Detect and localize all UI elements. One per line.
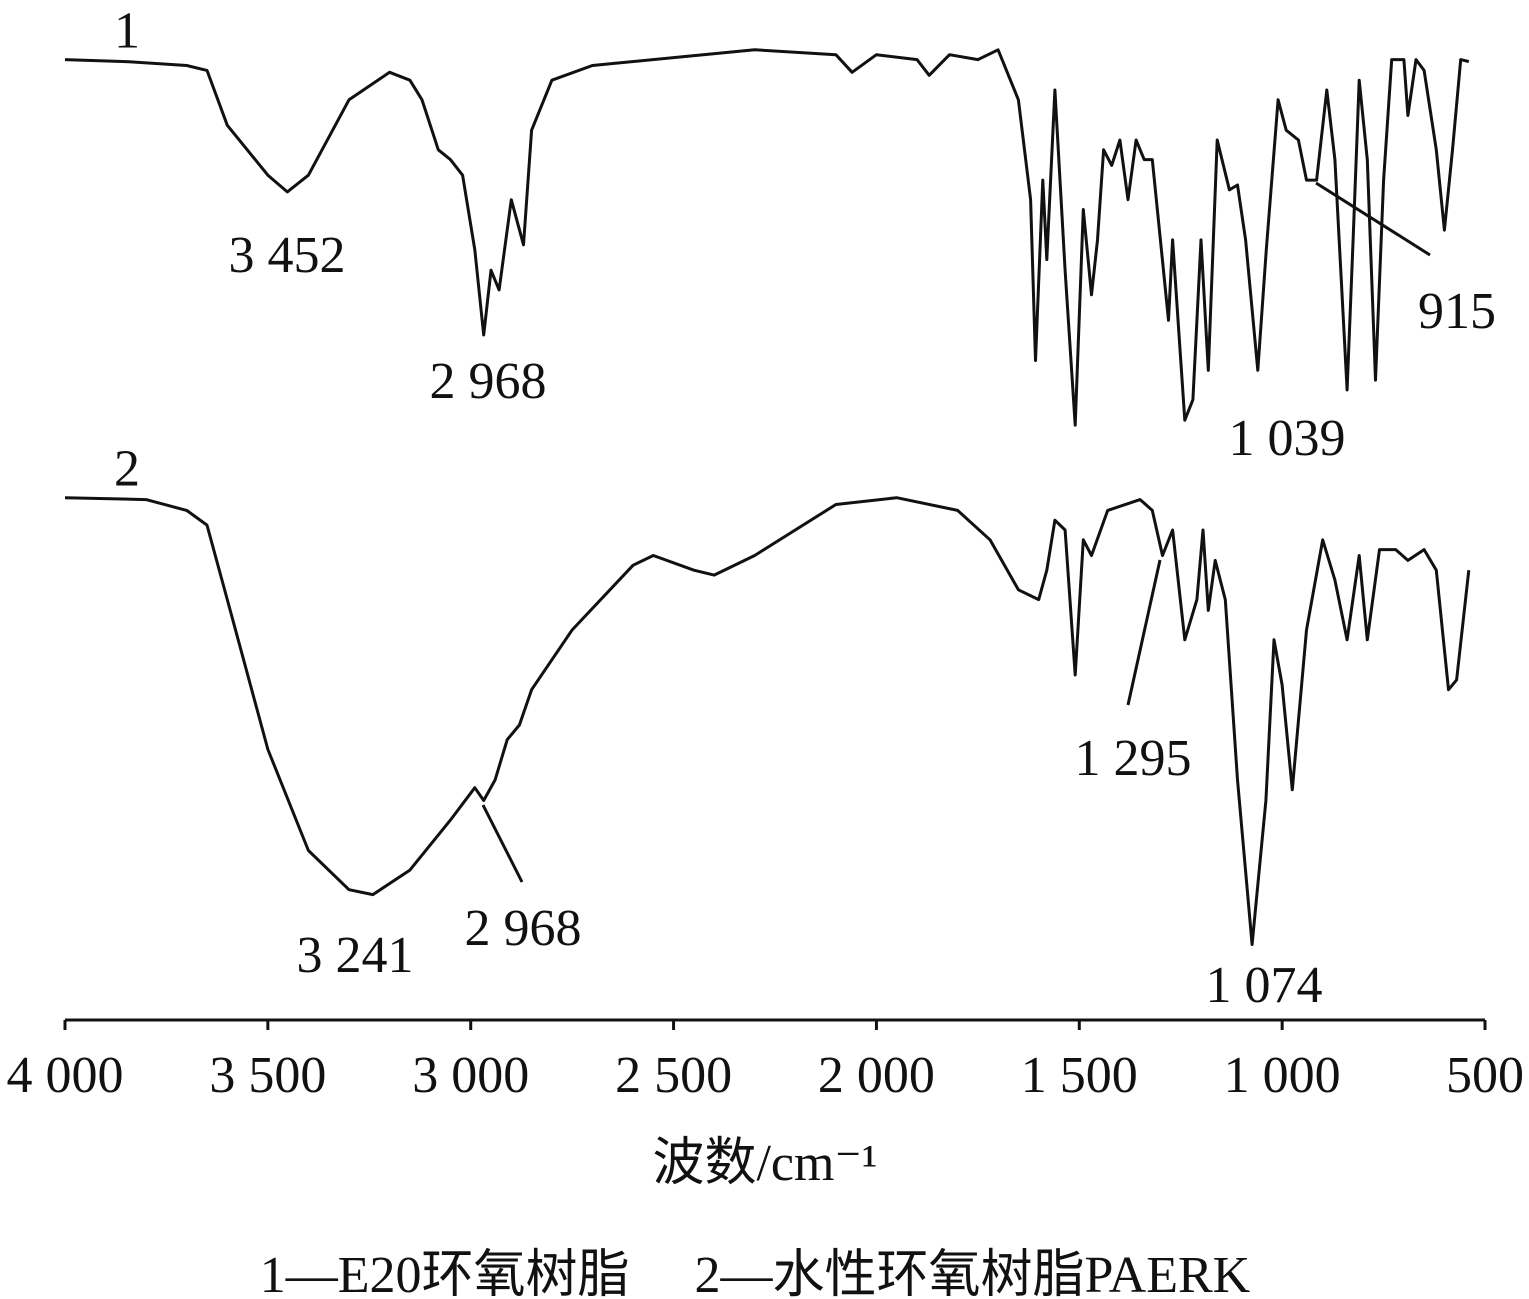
spectrum-line [64, 48, 1470, 427]
x-tick-label: 1 000 [1224, 1047, 1341, 1104]
peak-annotation: 915 [1418, 283, 1496, 340]
caption: 1—E20环氧树脂 2—水性环氧树脂PAERK [260, 1247, 1251, 1299]
x-tick-label: 3 500 [209, 1047, 326, 1104]
x-tick-label: 4 000 [7, 1047, 124, 1104]
spectrum-line [64, 496, 1471, 946]
peak-annotation: 3 452 [229, 227, 346, 284]
x-tick-label: 500 [1446, 1047, 1524, 1104]
peak-annotation: 3 241 [297, 927, 414, 984]
x-axis-label: 波数/cm⁻¹ [652, 1135, 877, 1192]
x-tick-label: 1 500 [1021, 1047, 1138, 1104]
x-tick-label: 2 000 [818, 1047, 935, 1104]
peak-annotation: 1 039 [1229, 410, 1346, 467]
peak-annotation: 1 074 [1206, 957, 1323, 1014]
series-label: 1 [114, 3, 140, 60]
leader-line [481, 804, 524, 883]
peak-annotation: 2 968 [430, 353, 547, 410]
peak-annotation: 1 295 [1075, 730, 1192, 787]
x-tick-label: 2 500 [615, 1047, 732, 1104]
leader-line [1315, 181, 1431, 257]
leader-line [1126, 559, 1162, 706]
x-tick-label: 3 000 [412, 1047, 529, 1104]
series-label: 2 [114, 441, 140, 498]
peak-annotation: 2 968 [465, 900, 582, 957]
